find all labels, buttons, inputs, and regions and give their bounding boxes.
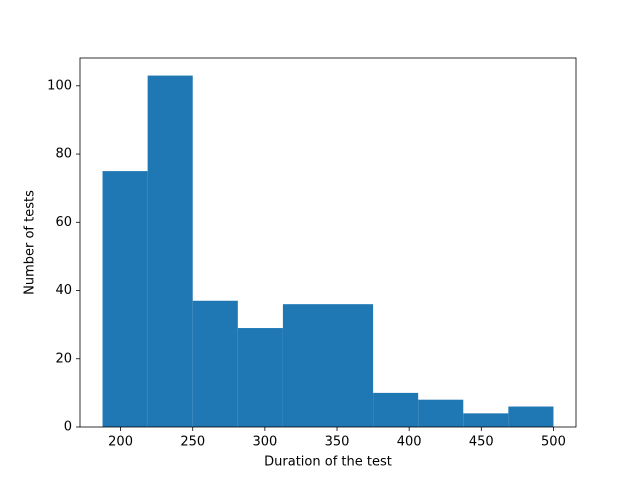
y-tick-label: 40: [55, 283, 72, 298]
bar: [192, 300, 238, 427]
bar: [102, 171, 148, 427]
x-tick-label: 250: [180, 435, 205, 450]
x-tick-label: 350: [325, 435, 350, 450]
y-axis-label: Number of tests: [23, 190, 38, 295]
x-tick-label: 500: [541, 435, 566, 450]
bar: [418, 399, 464, 427]
x-tick-label: 300: [252, 435, 277, 450]
y-tick-label: 60: [55, 215, 72, 230]
bar: [508, 406, 554, 427]
x-tick-label: 200: [108, 435, 133, 450]
y-tick-label: 100: [47, 78, 72, 93]
bar: [282, 304, 328, 427]
bar: [147, 75, 193, 428]
x-tick-label: 400: [397, 435, 422, 450]
y-tick-label: 20: [55, 351, 72, 366]
bar: [373, 392, 419, 427]
x-axis-label: Duration of the test: [264, 455, 392, 470]
y-tick-label: 0: [64, 420, 72, 435]
bar: [463, 413, 509, 427]
bar: [237, 328, 283, 427]
x-tick-label: 450: [469, 435, 494, 450]
y-tick-label: 80: [55, 147, 72, 162]
bar: [328, 304, 374, 427]
axes-frame: [79, 57, 577, 428]
